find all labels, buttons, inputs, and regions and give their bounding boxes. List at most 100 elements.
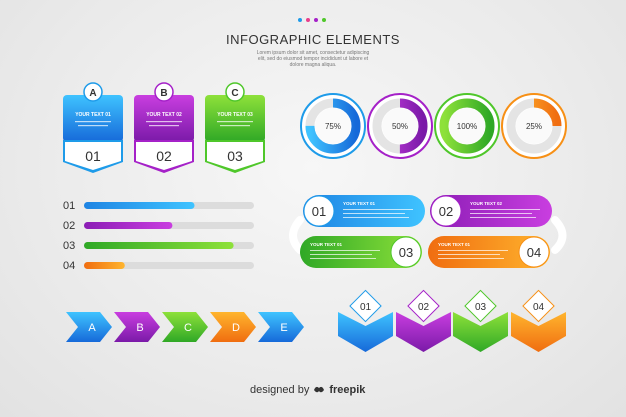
bar-fill xyxy=(84,202,195,209)
dot-4 xyxy=(322,18,326,22)
ring-4: 25% xyxy=(501,93,567,159)
badge-bottom xyxy=(136,142,192,170)
ring-label: 100% xyxy=(457,122,477,131)
bar-fill xyxy=(84,222,173,229)
page-subtitle: Lorem ipsum dolor sit amet, consectetur … xyxy=(256,50,370,68)
arrow-step-c: C xyxy=(162,312,208,342)
badge-b: B YOUR TEXT 02 02 xyxy=(134,82,194,173)
footer-prefix: designed by xyxy=(250,384,310,396)
badges-group: A YOUR TEXT 01 01 B YOUR TEXT 02 02 C YOUR TEXT… xyxy=(63,82,265,173)
bar-label: 02 xyxy=(63,220,75,232)
bar-track xyxy=(84,262,254,269)
pill-text: YOUR TEXT 01 xyxy=(343,201,376,206)
pill-line xyxy=(343,213,405,214)
ribbon-number: 02 xyxy=(418,302,430,313)
ribbon-step-04: 04 xyxy=(511,289,566,352)
dot-2 xyxy=(306,18,310,22)
ribbon-number: 04 xyxy=(533,302,545,313)
pill-line xyxy=(438,254,500,255)
arrow-shape xyxy=(162,312,208,342)
arrow-letter: D xyxy=(232,322,240,334)
ring-1: 75% xyxy=(300,93,366,159)
ribbon-diamond xyxy=(407,289,440,323)
badge-top xyxy=(63,95,123,142)
pill-step-04: 04 YOUR TEXT 01 xyxy=(428,236,550,268)
decorative-dots xyxy=(298,18,326,22)
badge-bottom xyxy=(207,142,263,170)
dot-1 xyxy=(298,18,302,22)
badge-letter-circle xyxy=(83,82,103,102)
badge-line xyxy=(217,121,253,123)
pill-steps-group: 01 YOUR TEXT 01 02 YOUR TEXT 02 03 YOUR TEXT … xyxy=(289,195,567,268)
ring-label: 25% xyxy=(526,122,542,131)
ring-progress xyxy=(439,98,495,154)
footer-brand: freepik xyxy=(329,384,366,396)
arrow-letter: C xyxy=(184,322,192,334)
pill-number-circle xyxy=(390,236,422,268)
badge-line xyxy=(75,121,111,123)
ribbon-diamond xyxy=(522,289,555,323)
arrow-step-a: A xyxy=(66,312,112,342)
ribbon-shape xyxy=(511,312,566,352)
badge-line xyxy=(146,121,182,123)
ring-label: 50% xyxy=(392,122,408,131)
arrow-step-b: B xyxy=(114,312,160,342)
badge-line xyxy=(149,125,179,127)
ribbon-shape xyxy=(338,312,393,352)
badge-text: YOUR TEXT 01 xyxy=(75,112,111,118)
badge-letter: A xyxy=(89,88,96,99)
ring-label: 75% xyxy=(325,122,341,131)
ring-center xyxy=(449,108,485,144)
arrow-letter: B xyxy=(136,322,143,334)
arrow-shape xyxy=(114,312,160,342)
arrow-shape xyxy=(66,312,112,342)
ribbon-diamond xyxy=(349,289,382,323)
badge-text: YOUR TEXT 02 xyxy=(146,112,182,118)
bar-label: 04 xyxy=(63,260,75,272)
pill-step-02: 02 YOUR TEXT 02 xyxy=(430,195,552,227)
ribbon-shape xyxy=(453,312,508,352)
page-title: INFOGRAPHIC ELEMENTS xyxy=(226,32,400,47)
arrow-steps-group: A B C D E xyxy=(66,312,304,342)
badge-letter-circle xyxy=(225,82,245,102)
pill-line xyxy=(470,209,540,210)
progress-bars-group: 01 02 03 04 xyxy=(63,200,254,272)
badge-c: C YOUR TEXT 03 03 xyxy=(205,82,265,173)
pill-text: YOUR TEXT 02 xyxy=(470,201,503,206)
ring-3: 100% xyxy=(434,93,500,159)
bar-row-2: 02 xyxy=(63,220,254,232)
pill-line xyxy=(438,258,504,259)
ribbon-step-01: 01 xyxy=(338,289,393,352)
ribbon-step-02: 02 xyxy=(396,289,451,352)
pill-line xyxy=(470,217,536,218)
arrow-letter: E xyxy=(280,322,287,334)
pill-body xyxy=(428,236,550,268)
footer-credit: designed by freepik xyxy=(250,384,365,396)
bar-fill xyxy=(84,262,125,269)
pill-number: 02 xyxy=(439,204,453,219)
badge-number: 03 xyxy=(227,148,243,164)
bar-label: 03 xyxy=(63,240,75,252)
pill-text: YOUR TEXT 01 xyxy=(438,242,471,247)
ring-progress xyxy=(372,98,428,154)
arrow-shape xyxy=(210,312,256,342)
ring-progress xyxy=(506,98,562,154)
arrow-step-e: E xyxy=(258,312,304,342)
pill-number: 01 xyxy=(312,204,326,219)
pill-body xyxy=(300,236,422,268)
badge-a: A YOUR TEXT 01 01 xyxy=(63,82,123,173)
bar-row-4: 04 xyxy=(63,260,254,272)
arrow-shape xyxy=(258,312,304,342)
pill-number-circle xyxy=(430,195,462,227)
badge-line xyxy=(220,125,250,127)
pill-line xyxy=(470,213,532,214)
arrow-letter: A xyxy=(88,322,96,334)
pill-number-circle xyxy=(303,195,335,227)
ribbon-diamond xyxy=(464,289,497,323)
pill-number-circle xyxy=(518,236,550,268)
badge-number: 01 xyxy=(85,148,101,164)
pill-line xyxy=(310,254,372,255)
ribbon-steps-group: 01 02 03 04 xyxy=(338,289,566,352)
ribbon-shape xyxy=(396,312,451,352)
ribbon-step-03: 03 xyxy=(453,289,508,352)
